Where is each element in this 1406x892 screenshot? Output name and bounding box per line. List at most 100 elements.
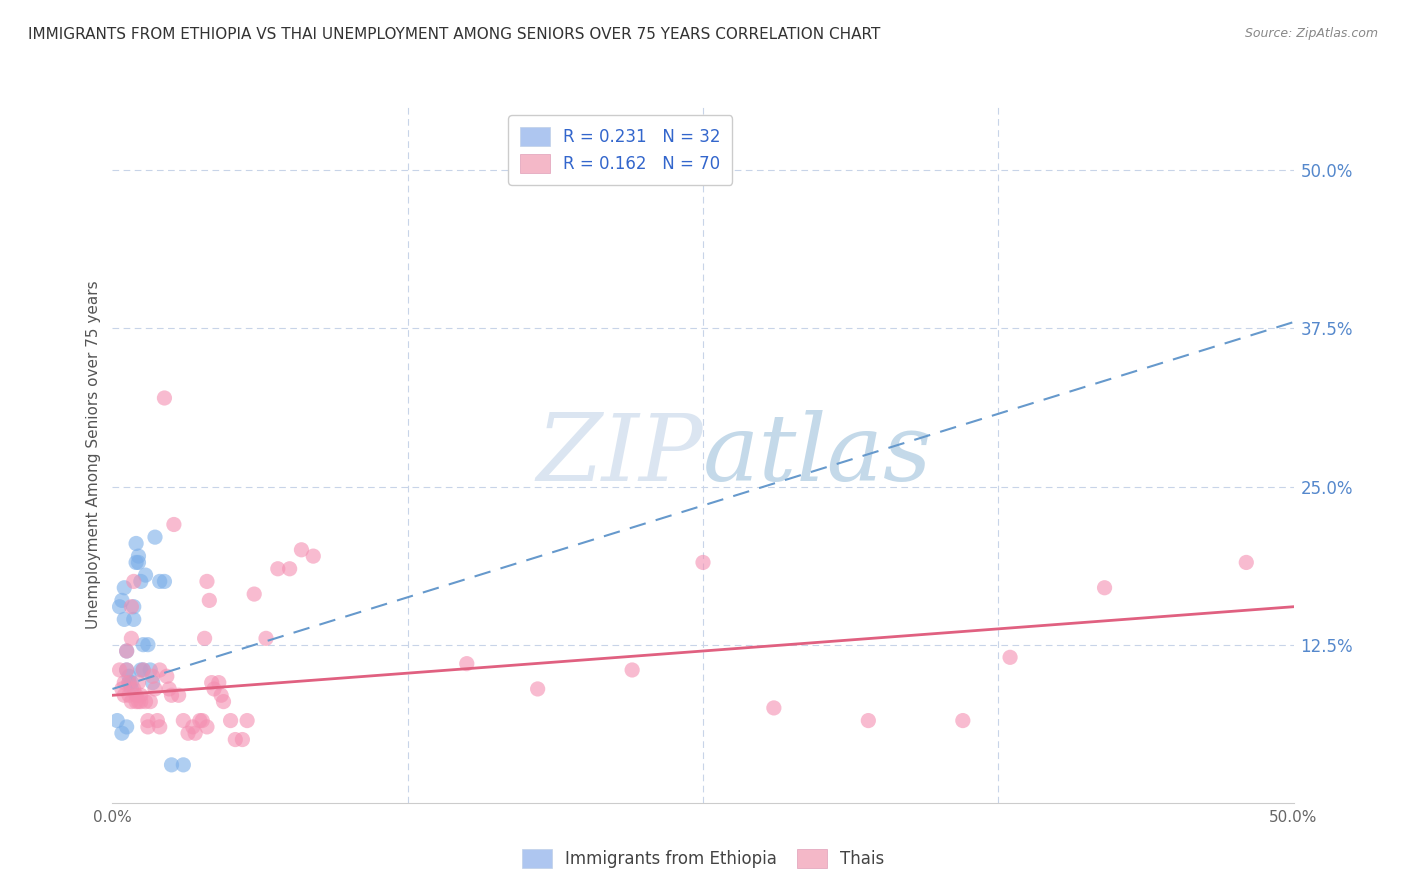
Point	[120, 632, 142, 646]
Point	[302, 549, 325, 563]
Point	[129, 663, 152, 677]
Point	[209, 688, 232, 702]
Point	[243, 587, 266, 601]
Point	[127, 556, 149, 570]
Point	[135, 568, 157, 582]
Point	[139, 695, 162, 709]
Point	[111, 726, 134, 740]
Point	[762, 701, 785, 715]
Point	[118, 675, 141, 690]
Point	[456, 657, 478, 671]
Point	[202, 681, 225, 696]
Point	[120, 675, 142, 690]
Point	[172, 714, 194, 728]
Point	[526, 681, 548, 696]
Point	[120, 681, 142, 696]
Point	[278, 562, 301, 576]
Point	[120, 599, 142, 614]
Point	[136, 720, 159, 734]
Point	[118, 669, 141, 683]
Point	[115, 644, 138, 658]
Point	[111, 681, 134, 696]
Point	[172, 757, 194, 772]
Point	[143, 530, 166, 544]
Point	[127, 549, 149, 563]
Point	[254, 632, 277, 646]
Point	[692, 556, 714, 570]
Point	[112, 581, 135, 595]
Point	[115, 663, 138, 677]
Point	[136, 714, 159, 728]
Point	[153, 574, 176, 589]
Point	[157, 681, 180, 696]
Point	[160, 757, 183, 772]
Point	[858, 714, 880, 728]
Point	[160, 688, 183, 702]
Point	[188, 714, 211, 728]
Legend: R = 0.231   N = 32, R = 0.162   N = 70: R = 0.231 N = 32, R = 0.162 N = 70	[508, 115, 733, 185]
Point	[125, 688, 148, 702]
Point	[111, 593, 134, 607]
Point	[208, 675, 231, 690]
Point	[195, 574, 218, 589]
Text: Source: ZipAtlas.com: Source: ZipAtlas.com	[1244, 27, 1378, 40]
Point	[122, 574, 145, 589]
Point	[219, 714, 242, 728]
Point	[231, 732, 253, 747]
Point	[122, 681, 145, 696]
Text: ZIP: ZIP	[536, 410, 703, 500]
Point	[153, 391, 176, 405]
Point	[177, 726, 200, 740]
Point	[112, 688, 135, 702]
Point	[212, 695, 235, 709]
Point	[139, 663, 162, 677]
Text: IMMIGRANTS FROM ETHIOPIA VS THAI UNEMPLOYMENT AMONG SENIORS OVER 75 YEARS CORREL: IMMIGRANTS FROM ETHIOPIA VS THAI UNEMPLO…	[28, 27, 880, 42]
Point	[952, 714, 974, 728]
Point	[112, 675, 135, 690]
Point	[108, 663, 131, 677]
Point	[184, 726, 207, 740]
Legend: Immigrants from Ethiopia, Thais: Immigrants from Ethiopia, Thais	[515, 842, 891, 875]
Point	[194, 632, 217, 646]
Point	[108, 599, 131, 614]
Point	[135, 695, 157, 709]
Point	[143, 681, 166, 696]
Point	[115, 720, 138, 734]
Point	[149, 574, 172, 589]
Point	[120, 695, 142, 709]
Y-axis label: Unemployment Among Seniors over 75 years: Unemployment Among Seniors over 75 years	[86, 281, 101, 629]
Point	[142, 675, 165, 690]
Point	[129, 574, 152, 589]
Point	[129, 695, 152, 709]
Text: atlas: atlas	[703, 410, 932, 500]
Point	[621, 663, 644, 677]
Point	[105, 714, 128, 728]
Point	[998, 650, 1021, 665]
Point	[125, 695, 148, 709]
Point	[142, 669, 165, 683]
Point	[267, 562, 290, 576]
Point	[115, 663, 138, 677]
Point	[125, 536, 148, 550]
Point	[149, 720, 172, 734]
Point	[146, 714, 169, 728]
Point	[149, 663, 172, 677]
Point	[112, 612, 135, 626]
Point	[163, 517, 186, 532]
Point	[198, 593, 221, 607]
Point	[127, 695, 149, 709]
Point	[122, 599, 145, 614]
Point	[115, 644, 138, 658]
Point	[125, 556, 148, 570]
Point	[224, 732, 246, 747]
Point	[122, 612, 145, 626]
Point	[181, 720, 204, 734]
Point	[167, 688, 190, 702]
Point	[290, 542, 312, 557]
Point	[236, 714, 259, 728]
Point	[132, 638, 155, 652]
Point	[118, 688, 141, 702]
Point	[156, 669, 179, 683]
Point	[136, 638, 159, 652]
Point	[1234, 556, 1257, 570]
